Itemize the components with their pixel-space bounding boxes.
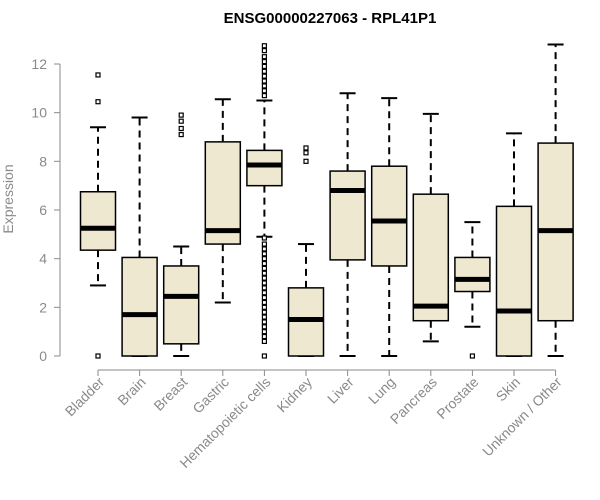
outlier-point <box>261 285 267 291</box>
outlier-point <box>261 353 267 359</box>
outlier-point <box>261 290 267 296</box>
outlier-point <box>261 235 267 241</box>
outlier-point <box>261 295 267 301</box>
y-axis-label: Expression <box>0 164 16 233</box>
box-iqr <box>412 193 450 322</box>
box-iqr <box>370 165 408 267</box>
outlier-point <box>261 319 267 325</box>
chart-title: ENSG00000227063 - RPL41P1 <box>224 10 437 27</box>
box-iqr <box>246 149 283 187</box>
box-hematopoietic-cells <box>246 43 283 359</box>
outlier-point <box>261 43 267 49</box>
outlier-point <box>178 131 184 138</box>
outlier-point <box>261 260 267 267</box>
outlier-point <box>261 78 267 84</box>
x-tick-label: Brain <box>114 374 148 408</box>
outlier-point <box>261 68 267 74</box>
outlier-point <box>261 275 267 281</box>
box-prostate <box>454 221 491 359</box>
outlier-point <box>261 88 267 94</box>
outlier-point <box>261 93 267 99</box>
outlier-point <box>261 83 267 89</box>
box-iqr <box>454 256 491 293</box>
outlier-point <box>261 309 267 315</box>
box-gastric <box>204 98 242 304</box>
box-lung <box>370 97 408 357</box>
box-unknown-other <box>537 43 574 357</box>
outlier-point <box>261 256 267 262</box>
y-tick-label: 2 <box>39 299 47 315</box>
outlier-point <box>261 265 267 271</box>
box-liver <box>329 92 366 357</box>
outlier-point <box>261 299 267 306</box>
outlier-point <box>303 150 309 156</box>
x-tick-label: Prostate <box>433 374 481 422</box>
x-tick-label: Liver <box>324 374 357 407</box>
outlier-point <box>303 158 309 164</box>
box-iqr <box>79 191 117 251</box>
box-iqr <box>121 256 158 357</box>
outlier-point <box>261 333 267 340</box>
outlier-point <box>261 246 267 252</box>
y-tick-label: 4 <box>39 251 47 267</box>
y-tick-label: 0 <box>39 348 47 364</box>
box-breast <box>162 112 200 357</box>
outlier-point <box>261 54 267 60</box>
outlier-point <box>95 99 101 105</box>
outlier-point <box>178 118 184 124</box>
outlier-point <box>178 125 184 132</box>
x-tick-label: Unknown / Other <box>479 374 565 460</box>
outlier-point <box>469 353 475 359</box>
box-iqr <box>204 141 242 245</box>
y-axis: 0 2 4 6 8 10 12 <box>31 56 61 364</box>
box-skin <box>495 132 533 357</box>
outlier-point <box>95 353 101 359</box>
x-tick-label: Breast <box>150 374 190 414</box>
outlier-point <box>303 145 309 151</box>
outlier-point <box>178 112 184 118</box>
box-iqr <box>329 170 366 261</box>
outlier-point <box>261 73 267 79</box>
box-pancreas <box>412 112 450 343</box>
box-iqr <box>495 205 533 357</box>
y-tick-label: 6 <box>39 202 47 218</box>
outlier-point <box>261 63 267 70</box>
y-tick-label: 8 <box>39 153 47 169</box>
outlier-point <box>261 251 267 257</box>
outlier-point <box>261 48 267 54</box>
x-tick-label: Lung <box>365 374 398 407</box>
outlier-point <box>95 72 101 78</box>
outlier-point <box>261 338 267 344</box>
outlier-point <box>261 58 267 65</box>
outlier-point <box>261 280 267 286</box>
y-tick-label: 12 <box>31 56 47 72</box>
x-tick-label: Bladder <box>62 374 108 420</box>
box-iqr <box>162 265 200 345</box>
box-series <box>79 43 574 359</box>
outlier-point <box>261 241 267 247</box>
outlier-point <box>261 314 267 320</box>
x-tick-label: Kidney <box>274 374 316 416</box>
box-bladder <box>79 72 117 359</box>
box-kidney <box>287 145 325 357</box>
outlier-point <box>261 270 267 276</box>
outlier-point <box>261 329 267 335</box>
box-brain <box>121 116 158 357</box>
y-tick-label: 10 <box>31 105 47 121</box>
outlier-point <box>261 304 267 310</box>
outlier-point <box>261 324 267 330</box>
x-tick-label: Skin <box>493 374 524 405</box>
